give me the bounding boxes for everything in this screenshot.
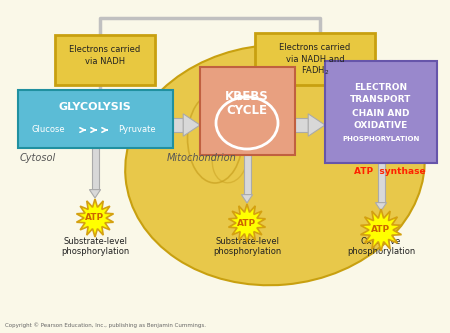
Text: Pyruvate: Pyruvate [118,126,156,135]
Text: Oxidative: Oxidative [361,236,401,245]
Polygon shape [295,118,308,132]
Text: TRANSPORT: TRANSPORT [350,96,412,105]
Polygon shape [173,118,183,132]
Polygon shape [90,189,101,198]
Text: CYCLE: CYCLE [226,105,267,118]
FancyBboxPatch shape [200,67,295,155]
Text: Copyright © Pearson Education, Inc., publishing as Benjamin Cummings.: Copyright © Pearson Education, Inc., pub… [5,322,206,328]
Polygon shape [241,194,252,203]
Text: ATP: ATP [86,213,104,222]
FancyBboxPatch shape [55,35,155,85]
Text: phosphorylation: phosphorylation [61,246,129,255]
Polygon shape [375,202,387,211]
Text: ATP  synthase: ATP synthase [354,166,426,175]
Text: phosphorylation: phosphorylation [347,246,415,255]
Text: Electrons carried: Electrons carried [279,44,351,53]
Text: via NADH and: via NADH and [286,55,344,64]
Polygon shape [243,155,251,194]
Text: KREBS: KREBS [225,90,269,103]
Polygon shape [183,114,200,136]
Polygon shape [91,148,99,189]
FancyBboxPatch shape [18,90,173,148]
Text: Substrate-level: Substrate-level [215,236,279,245]
Text: PHOSPHORYLATION: PHOSPHORYLATION [342,136,420,142]
Text: Electrons carried: Electrons carried [69,46,140,55]
Ellipse shape [125,45,425,285]
FancyBboxPatch shape [255,33,375,85]
Text: phosphorylation: phosphorylation [213,246,281,255]
Polygon shape [308,114,325,136]
Polygon shape [378,163,384,202]
Text: ATP: ATP [238,218,256,227]
Text: FADH$_2$: FADH$_2$ [301,65,329,77]
Text: OXIDATIVE: OXIDATIVE [354,122,408,131]
Polygon shape [360,209,401,251]
Text: ELECTRON: ELECTRON [355,83,408,92]
Text: Substrate-level: Substrate-level [63,236,127,245]
Polygon shape [76,199,113,237]
Text: Mitochondrion: Mitochondrion [167,153,237,163]
Polygon shape [229,204,266,242]
FancyBboxPatch shape [325,61,437,163]
Text: Glucose: Glucose [32,126,66,135]
Text: via NADH: via NADH [85,58,125,67]
Text: CHAIN AND: CHAIN AND [352,109,410,118]
Text: Cytosol: Cytosol [20,153,56,163]
Text: GLYCOLYSIS: GLYCOLYSIS [58,102,131,112]
Text: ATP: ATP [371,225,391,234]
